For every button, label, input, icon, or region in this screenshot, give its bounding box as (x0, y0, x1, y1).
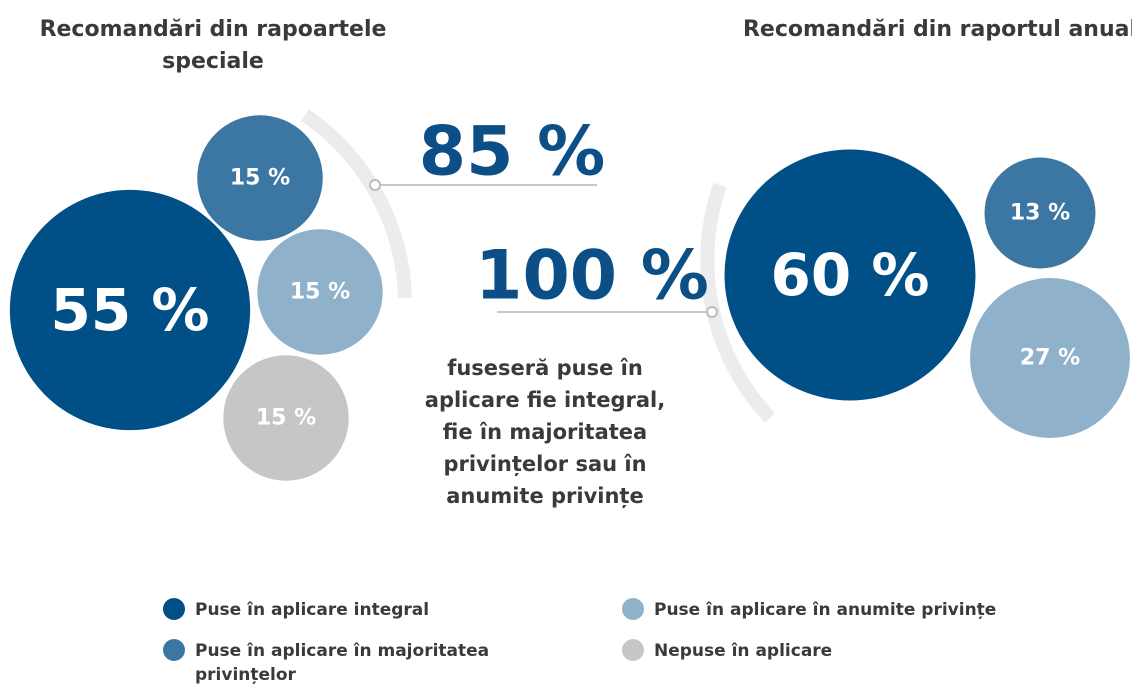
bubble-label: 60 % (770, 241, 929, 309)
arc (301, 109, 412, 299)
caption-line: fie în majoritatea (442, 420, 648, 444)
chart-title: Recomandări din raportul anual (742, 17, 1132, 42)
callout: 100 % (475, 237, 709, 316)
legend-item: Puse în aplicare integral (163, 598, 463, 622)
legend-label: Puse în aplicare în anumite privințe (654, 600, 997, 620)
legend-swatch (622, 598, 644, 620)
bubble (9, 189, 251, 431)
legend-label: Puse în aplicare integral (195, 600, 430, 620)
chart-title: Recomandări din rapoartele speciale (39, 17, 387, 74)
legend-item: Nepuse în aplicare (622, 639, 1042, 663)
callout: 85 % (419, 113, 605, 192)
caption: fuseseră puse în aplicare fie integral, fi… (395, 352, 695, 512)
bubble (223, 355, 349, 481)
bubble-label: 27 % (1020, 346, 1080, 371)
bubble (197, 115, 323, 241)
bubble-label: 55 % (50, 276, 209, 344)
legend-swatch (163, 598, 185, 620)
legend-swatch (622, 639, 644, 661)
legend-item: Puse în aplicare în anumite privințe (622, 598, 1042, 622)
callout-dot (369, 179, 381, 191)
caption-line: fuseseră puse în (447, 356, 643, 380)
bubble-label: 15 % (290, 280, 350, 305)
caption-line: anumite privințe (446, 484, 644, 508)
bubble (724, 149, 976, 401)
bubble-label: 15 % (230, 166, 290, 191)
callout-dot (706, 306, 718, 318)
legend-swatch (163, 639, 185, 661)
legend-label: Nepuse în aplicare (654, 641, 833, 661)
bubble (984, 157, 1096, 269)
caption-line: privințelor sau în (443, 452, 647, 476)
bubble-label: 15 % (256, 406, 316, 431)
legend-label: Puse în aplicare în majoritatea privințe… (195, 641, 490, 685)
bubble-label: 13 % (1010, 201, 1070, 226)
bubble (970, 278, 1130, 438)
bubble (257, 229, 383, 355)
caption-line: aplicare fie integral, (424, 388, 666, 412)
legend-item: Puse în aplicare în majoritatea privințe… (163, 639, 503, 687)
